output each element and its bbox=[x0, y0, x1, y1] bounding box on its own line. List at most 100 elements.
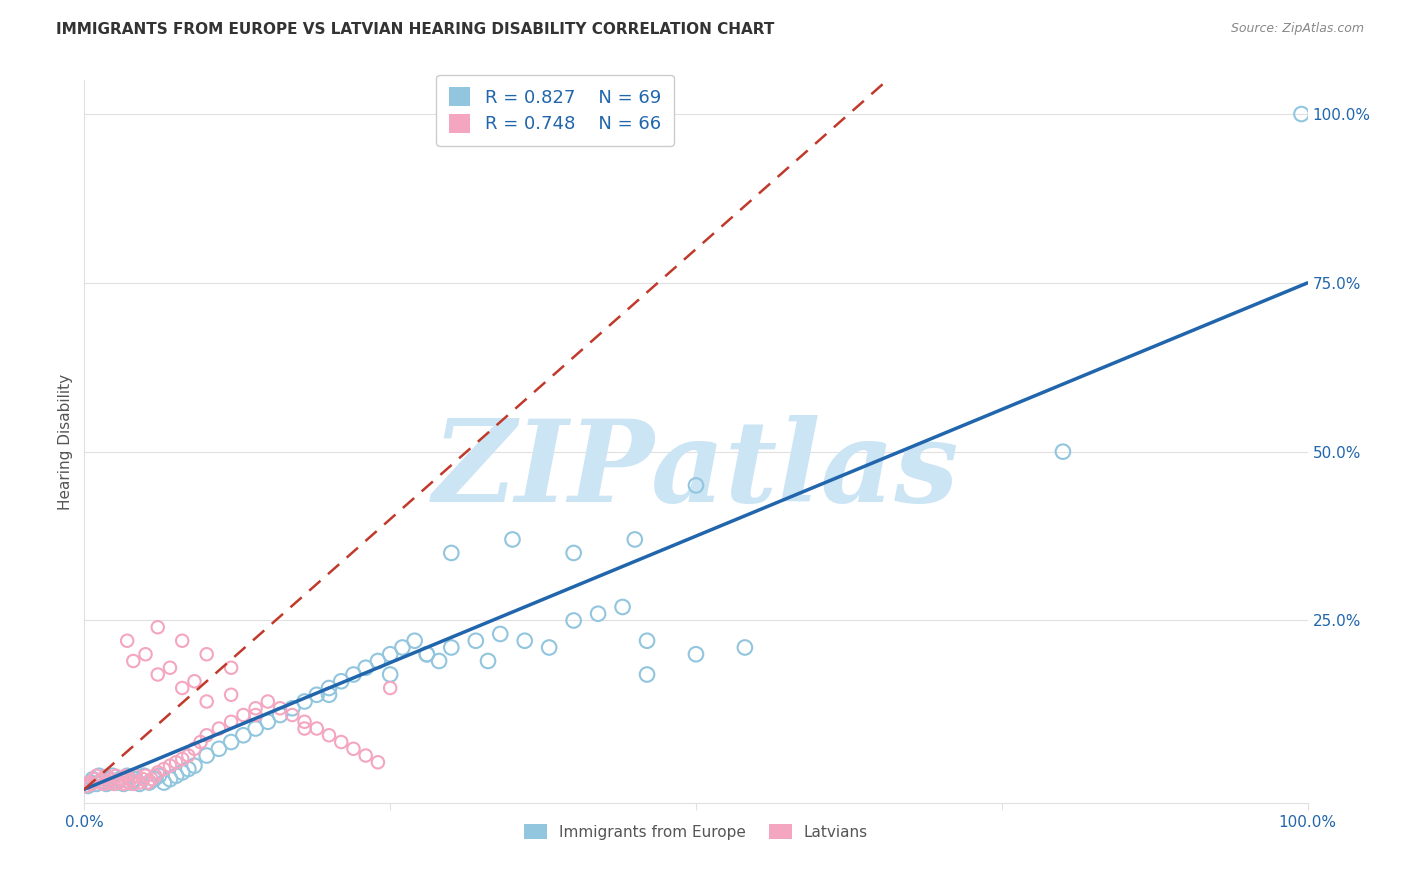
Point bbox=[294, 694, 316, 708]
Point bbox=[305, 688, 328, 702]
Point bbox=[159, 772, 181, 787]
Point bbox=[115, 769, 138, 783]
Point bbox=[112, 777, 135, 791]
Point bbox=[342, 667, 364, 681]
Point bbox=[122, 777, 145, 791]
Point bbox=[120, 775, 142, 789]
Point bbox=[190, 735, 212, 749]
Point bbox=[135, 769, 157, 783]
Point bbox=[318, 688, 340, 702]
Text: IMMIGRANTS FROM EUROPE VS LATVIAN HEARING DISABILITY CORRELATION CHART: IMMIGRANTS FROM EUROPE VS LATVIAN HEARIN… bbox=[56, 22, 775, 37]
Point bbox=[134, 769, 156, 783]
Point bbox=[232, 708, 254, 723]
Point bbox=[100, 772, 122, 787]
Point bbox=[219, 735, 242, 749]
Point bbox=[245, 722, 267, 736]
Point bbox=[245, 708, 267, 723]
Point bbox=[141, 772, 163, 787]
Point bbox=[477, 654, 499, 668]
Point bbox=[440, 640, 463, 655]
Point bbox=[562, 614, 585, 628]
Point bbox=[93, 777, 115, 791]
Point bbox=[177, 762, 200, 776]
Point bbox=[86, 777, 108, 791]
Point bbox=[281, 701, 304, 715]
Point bbox=[177, 748, 200, 763]
Point bbox=[143, 769, 166, 783]
Point bbox=[77, 779, 100, 793]
Point bbox=[172, 765, 194, 780]
Point bbox=[122, 654, 145, 668]
Point bbox=[112, 777, 135, 791]
Point bbox=[90, 772, 112, 787]
Point bbox=[115, 633, 138, 648]
Point bbox=[354, 748, 377, 763]
Point bbox=[97, 772, 120, 787]
Point bbox=[294, 714, 316, 729]
Point bbox=[294, 722, 316, 736]
Point bbox=[183, 741, 205, 756]
Point bbox=[159, 661, 181, 675]
Point bbox=[305, 722, 328, 736]
Point bbox=[612, 599, 634, 614]
Point bbox=[208, 741, 231, 756]
Point bbox=[208, 722, 231, 736]
Point bbox=[76, 779, 98, 793]
Point bbox=[96, 769, 118, 783]
Point bbox=[440, 546, 463, 560]
Point bbox=[219, 661, 242, 675]
Point bbox=[257, 694, 280, 708]
Point bbox=[125, 769, 148, 783]
Text: Source: ZipAtlas.com: Source: ZipAtlas.com bbox=[1230, 22, 1364, 36]
Point bbox=[562, 546, 585, 560]
Point bbox=[513, 633, 536, 648]
Point bbox=[165, 769, 187, 783]
Point bbox=[427, 654, 450, 668]
Point bbox=[416, 647, 439, 661]
Point bbox=[380, 681, 402, 695]
Point bbox=[172, 752, 194, 766]
Point bbox=[124, 772, 146, 787]
Point bbox=[87, 775, 110, 789]
Point bbox=[172, 681, 194, 695]
Text: ZIPatlas: ZIPatlas bbox=[433, 415, 959, 526]
Point bbox=[101, 769, 124, 783]
Point bbox=[77, 775, 100, 789]
Point bbox=[195, 748, 218, 763]
Point bbox=[416, 647, 439, 661]
Point bbox=[87, 769, 110, 783]
Point bbox=[80, 777, 103, 791]
Point bbox=[1291, 107, 1313, 121]
Point bbox=[153, 775, 176, 789]
Point bbox=[103, 777, 125, 791]
Point bbox=[97, 775, 120, 789]
Point bbox=[281, 708, 304, 723]
Point bbox=[138, 775, 160, 789]
Point bbox=[136, 775, 159, 789]
Point bbox=[183, 674, 205, 689]
Point bbox=[245, 701, 267, 715]
Point bbox=[79, 775, 101, 789]
Point bbox=[107, 775, 129, 789]
Point bbox=[153, 762, 176, 776]
Point bbox=[115, 769, 138, 783]
Point bbox=[105, 769, 128, 783]
Point bbox=[82, 772, 104, 787]
Point bbox=[342, 741, 364, 756]
Point bbox=[195, 728, 218, 742]
Point bbox=[391, 640, 413, 655]
Point bbox=[105, 775, 128, 789]
Point bbox=[183, 758, 205, 772]
Point bbox=[195, 694, 218, 708]
Point bbox=[91, 774, 114, 789]
Point bbox=[172, 633, 194, 648]
Point bbox=[128, 775, 150, 789]
Point bbox=[404, 633, 426, 648]
Point bbox=[538, 640, 561, 655]
Point bbox=[135, 647, 157, 661]
Point bbox=[219, 688, 242, 702]
Point bbox=[257, 714, 280, 729]
Point bbox=[1052, 444, 1074, 458]
Point bbox=[269, 708, 291, 723]
Point bbox=[128, 777, 150, 791]
